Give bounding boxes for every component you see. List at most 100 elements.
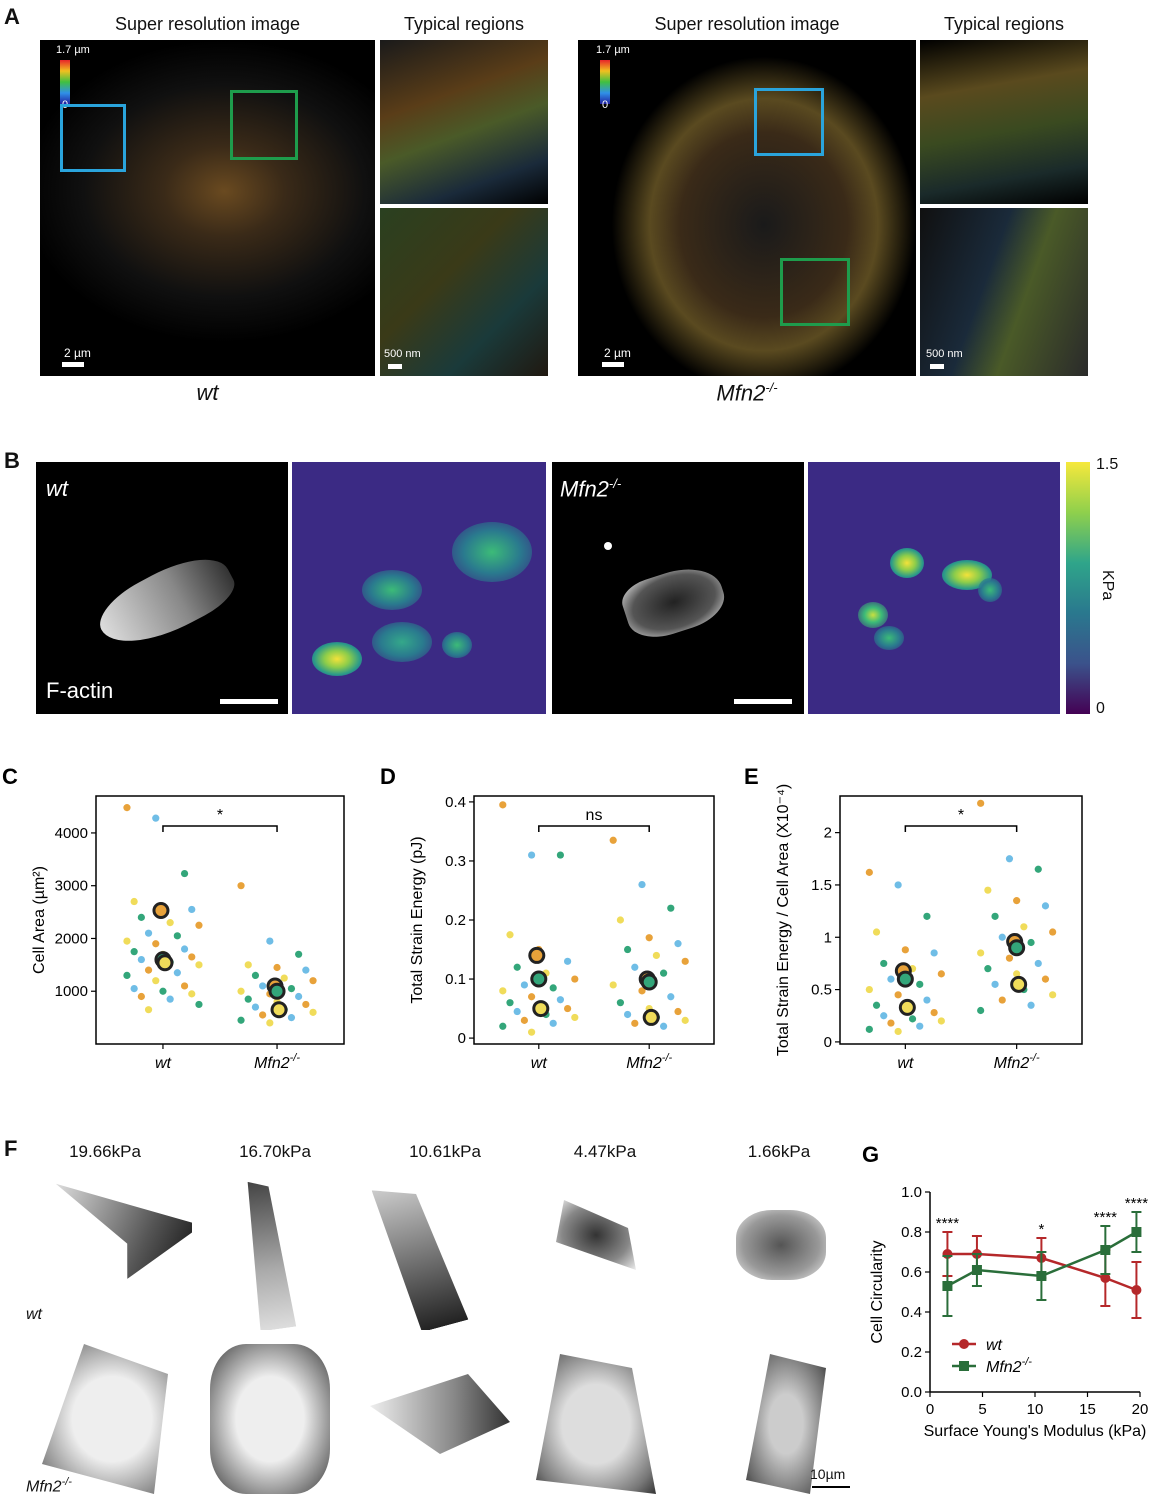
f-wt-cell-1 — [196, 1170, 356, 1330]
b-mfn-speck — [604, 542, 612, 550]
a-mfn-scalebar-label: 2 µm — [604, 346, 631, 360]
data-point — [273, 963, 281, 972]
data-point — [1027, 1001, 1035, 1009]
f-stiffness-3: 4.47kPa — [573, 1142, 637, 1161]
data-point — [638, 987, 646, 995]
data-point — [506, 999, 514, 1007]
significance-bracket — [538, 825, 650, 832]
data-point — [681, 957, 689, 965]
a-mfn-superres-image: 1.7 µm 0 2 µm — [578, 40, 916, 376]
plot-frame — [839, 795, 1083, 1045]
data-point — [188, 905, 196, 914]
data-point — [984, 886, 992, 894]
data-point — [166, 995, 174, 1003]
f-mfn-cell-2 — [360, 1334, 520, 1498]
data-point — [977, 949, 985, 957]
data-point — [549, 1019, 557, 1027]
data-point — [520, 1016, 529, 1024]
b-wt-hotspot-1 — [312, 642, 362, 676]
data-point — [1020, 923, 1028, 931]
data-point — [916, 1022, 924, 1030]
y-tick-label: 0 — [458, 1030, 466, 1047]
data-point — [309, 1008, 317, 1016]
data-point — [1013, 897, 1021, 905]
data-point — [681, 1016, 689, 1024]
data-point — [528, 851, 536, 859]
a-mfn-region-scale-label: 500 nm — [926, 348, 963, 360]
chart-c: 1000 2000 3000 4000 Cell Area (µm²) wt Mfn2-/-… — [31, 795, 345, 1072]
data-point — [880, 1012, 888, 1020]
mean-point — [152, 902, 170, 920]
data-point — [520, 981, 529, 989]
plot-frame — [95, 795, 345, 1045]
f-row-mfn-base: Mfn2 — [26, 1478, 62, 1496]
b-mfn-traction-map — [808, 462, 1060, 714]
data-point — [137, 913, 145, 921]
b-cbar-max: 1.5 — [1096, 456, 1119, 473]
legend-label-sup: -/- — [1022, 1356, 1033, 1368]
data-point — [302, 1000, 310, 1009]
data-point — [195, 921, 203, 929]
data-point — [923, 912, 931, 920]
legend-marker — [959, 1361, 969, 1371]
data-point — [302, 966, 310, 974]
significance-label: **** — [1125, 1195, 1149, 1212]
y-tick-label: 0.1 — [445, 971, 466, 988]
a-mfn-green-box — [780, 258, 850, 326]
significance-bracket — [904, 825, 1018, 832]
plot-frame — [473, 795, 715, 1045]
y-tick-label: 0.0 — [901, 1384, 922, 1401]
b-wt-hotspot-4 — [452, 522, 532, 582]
mean-point — [530, 970, 548, 988]
f-wt-cell-4 — [696, 1170, 856, 1330]
b-mfn-hotspot-5 — [978, 578, 1002, 602]
a-mfn-cbar — [600, 60, 610, 104]
b-mfn-hotspot-4 — [874, 626, 904, 650]
panel-label-e: E — [744, 764, 759, 789]
data-point — [499, 801, 507, 809]
y-tick-label: 1.0 — [901, 1184, 922, 1201]
f-scalebar — [812, 1486, 850, 1488]
chart-d: 0 0.1 0.2 0.3 0.4 Total Strain Energy (pJ) wt M… — [409, 794, 715, 1072]
data-point — [652, 951, 661, 960]
data-point — [674, 1007, 682, 1016]
y-tick-label: 0.3 — [445, 853, 466, 870]
panel-label-c: C — [2, 764, 18, 789]
f-stiffness-0: 19.66kPa — [69, 1142, 141, 1161]
significance-bracket — [162, 825, 278, 832]
a-mfn-cbar-top: 1.7 µm — [596, 44, 630, 56]
y-axis-label: Total Strain Energy / Cell Area (X10⁻⁴) — [775, 784, 792, 1056]
data-point — [244, 961, 252, 969]
y-tick-label: 0.2 — [445, 912, 466, 929]
f-mfn-cell-3 — [526, 1334, 692, 1498]
significance-label: ns — [586, 807, 603, 824]
data-point — [188, 953, 196, 961]
data-point — [513, 963, 521, 971]
a-wt-region-scale-label: 500 nm — [384, 348, 421, 360]
data-point — [528, 993, 536, 1001]
data-point — [244, 995, 252, 1003]
data-point — [880, 959, 888, 968]
data-point — [237, 987, 245, 995]
data-point — [137, 992, 145, 1001]
data-point — [499, 1022, 507, 1030]
data-point — [1100, 1245, 1111, 1255]
a-mfn-cbar-bottom: 0 — [602, 99, 609, 111]
mean-point — [268, 982, 286, 1000]
y-tick-label: 0.6 — [901, 1264, 922, 1281]
y-tick-label: 0.5 — [811, 982, 832, 999]
data-point — [556, 851, 565, 859]
mean-point — [640, 973, 658, 991]
data-point — [130, 984, 138, 993]
b-mfn-label-base: Mfn2 — [560, 476, 609, 502]
data-point — [977, 1006, 985, 1015]
data-point — [674, 940, 682, 948]
data-point — [930, 1009, 938, 1017]
mean-point — [270, 1001, 288, 1019]
data-point — [937, 970, 945, 978]
data-point — [309, 977, 317, 985]
significance-label: * — [1038, 1221, 1044, 1238]
f-mfn-cell-1 — [200, 1334, 356, 1498]
data-point — [123, 971, 131, 980]
a-wt-scalebar — [62, 362, 84, 367]
